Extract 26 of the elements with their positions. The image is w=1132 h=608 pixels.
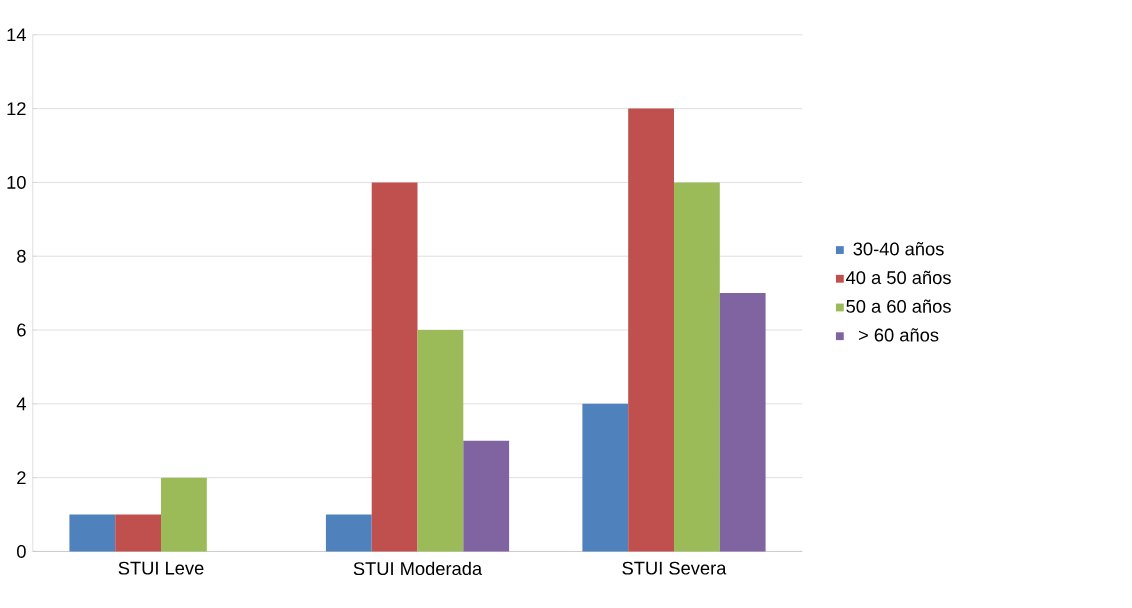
x-tick-label: STUI Severa: [622, 561, 727, 575]
x-tick-label: STUI Leve: [118, 561, 204, 575]
bar: [325, 514, 372, 552]
legend-label: 50 a 60 años: [846, 299, 951, 313]
legend-label: 40 a 50 años: [846, 270, 951, 285]
bar: [628, 108, 674, 552]
bar: [371, 182, 418, 552]
y-tick-label: 8: [17, 249, 26, 263]
y-tick-label: 6: [17, 323, 26, 337]
bar: [719, 293, 766, 552]
bar: [582, 403, 629, 552]
y-tick-label: 0: [17, 544, 26, 558]
bar: [161, 477, 207, 552]
y-tick-label: 10: [7, 175, 26, 189]
legend-label: > 60 años: [858, 328, 939, 342]
bar: [417, 329, 464, 552]
y-tick-label: 2: [17, 471, 26, 484]
bar: [69, 514, 116, 552]
bar: [463, 440, 510, 552]
legend-label: 30-40 años: [853, 242, 944, 256]
x-tick-label: STUI Moderada: [353, 561, 483, 575]
bar: [115, 514, 162, 552]
bar: [673, 182, 720, 552]
y-tick-label: 14: [7, 28, 26, 41]
y-tick-label: 12: [7, 102, 26, 115]
y-tick-label: 4: [16, 397, 26, 411]
